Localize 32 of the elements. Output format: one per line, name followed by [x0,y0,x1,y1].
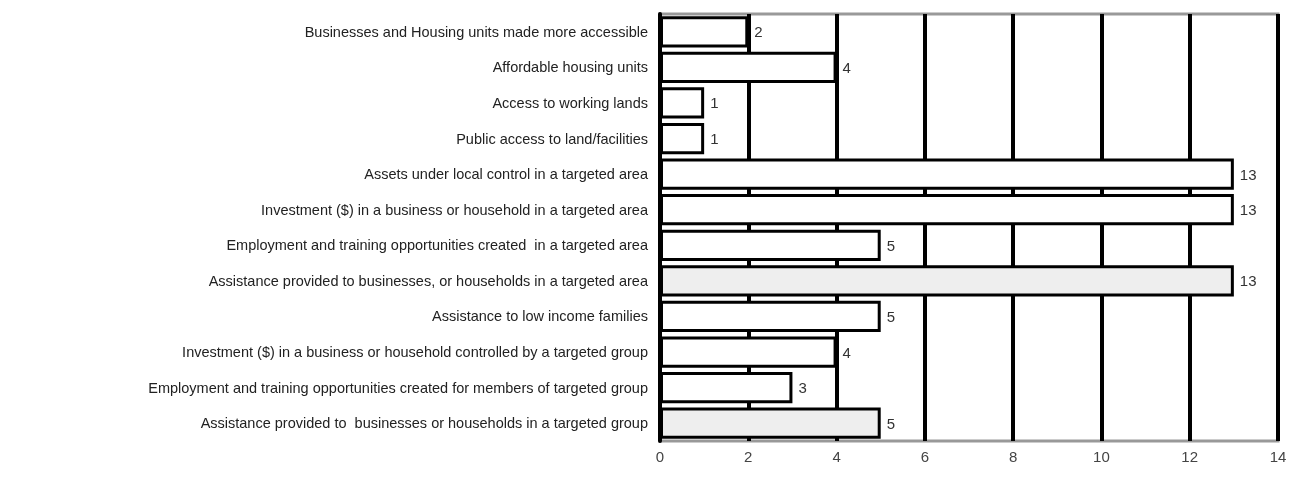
y-tick-label: Public access to land/facilities [456,130,648,147]
x-tick-label: 0 [655,448,665,465]
x-tick-label: 2 [744,448,753,465]
x-tick-label: 8 [1008,448,1018,465]
data-label: 4 [842,58,851,76]
y-tick-label: Access to working lands [492,94,648,111]
data-label: 1 [710,130,719,148]
y-tick-label: Assets under local control in a targeted area [364,166,649,183]
data-label: 1 [710,94,719,112]
data-label: 4 [842,343,851,361]
y-tick-label: Assistance to low income families [432,308,648,325]
data-label: 3 [798,379,807,397]
data-label: 13 [1239,165,1257,183]
y-tick-label: Employment and training opportunities created for members of targeted group [148,379,648,396]
y-tick-label: Assistance provided to businesses or households in a targeted group [200,415,648,432]
x-tick-label: 4 [832,448,841,465]
data-label: 5 [886,307,896,325]
y-tick-label: Assistance provided to businesses, or households in a targeted area [208,272,649,289]
y-tick-label: Investment ($) in a business or household in a targeted area [261,201,649,218]
x-tick-label: 12 [1181,448,1199,465]
x-tick-label: 14 [1269,448,1287,465]
y-tick-label: Businesses and Housing units made more accessible [304,23,648,40]
x-tick-label: 6 [920,448,930,465]
x-tick-label: 10 [1093,448,1110,465]
data-label: 13 [1239,272,1257,290]
y-tick-label: Affordable housing units [492,59,648,76]
y-tick-label: Investment ($) in a business or household controlled by a targeted group [182,344,648,361]
data-label: 5 [886,236,896,254]
data-label: 2 [754,23,763,41]
data-label: 5 [886,414,896,432]
y-tick-label: Employment and training opportunities created in a targeted area [226,237,649,254]
data-label: 13 [1239,201,1257,219]
